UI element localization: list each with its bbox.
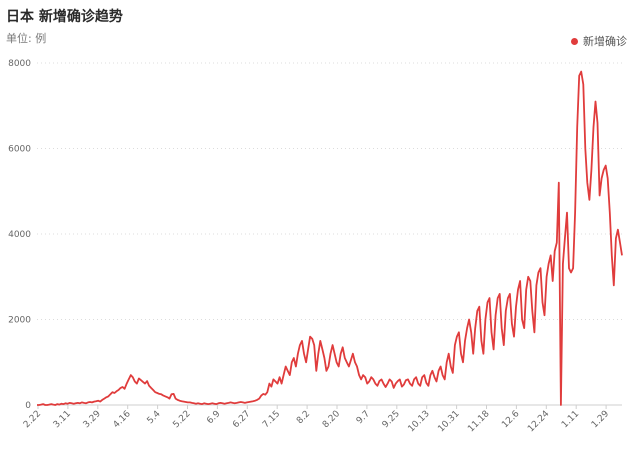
y-axis-ticks: 0 2000 4000 6000 8000 xyxy=(8,59,31,411)
x-tick-label: 3.29 xyxy=(82,409,103,430)
x-tick-label: 6.9 xyxy=(205,409,222,426)
x-tick-label: 5.4 xyxy=(146,409,163,426)
x-tick-label: 6.27 xyxy=(231,409,252,430)
series-layer xyxy=(37,70,623,406)
chart-legend[interactable]: 新增确诊 xyxy=(571,33,627,49)
x-tick-label: 3.11 xyxy=(52,409,73,430)
y-tick-label: 2000 xyxy=(8,316,31,326)
x-tick-label: 5.22 xyxy=(171,409,192,430)
x-axis-ticks: 2.22 3.11 3.29 4.16 5.4 5.22 6.9 6.27 7.15 8.2 8.2… xyxy=(22,405,611,434)
x-tick-label: 8.2 xyxy=(295,409,312,426)
x-tick-label: 1.29 xyxy=(590,409,611,430)
x-tick-label: 12.6 xyxy=(500,409,521,430)
chart-title: 日本 新增确诊趋势 xyxy=(6,9,123,25)
legend-marker xyxy=(571,37,578,45)
x-tick-label: 4.16 xyxy=(112,409,133,430)
y-tick-label: 0 xyxy=(25,401,31,411)
x-tick-label: 2.22 xyxy=(22,409,43,430)
y-unit-label: 单位: 例 xyxy=(6,32,47,45)
y-tick-label: 6000 xyxy=(8,145,31,155)
x-tick-label: 10.31 xyxy=(436,409,461,434)
x-tick-label: 1.11 xyxy=(560,409,581,430)
legend-label: 新增确诊 xyxy=(583,35,627,48)
series-line[interactable] xyxy=(37,70,623,406)
x-tick-label: 7.15 xyxy=(261,409,282,430)
y-tick-label: 8000 xyxy=(8,59,31,69)
grid-lines xyxy=(37,62,622,406)
x-tick-label: 9.25 xyxy=(381,409,402,430)
x-tick-label: 9.7 xyxy=(355,409,372,426)
y-tick-label: 4000 xyxy=(8,230,31,240)
x-tick-label: 12.24 xyxy=(526,409,551,434)
x-tick-label: 11.18 xyxy=(466,409,491,434)
x-tick-label: 8.20 xyxy=(321,409,342,430)
x-tick-label: 10.13 xyxy=(407,409,432,434)
